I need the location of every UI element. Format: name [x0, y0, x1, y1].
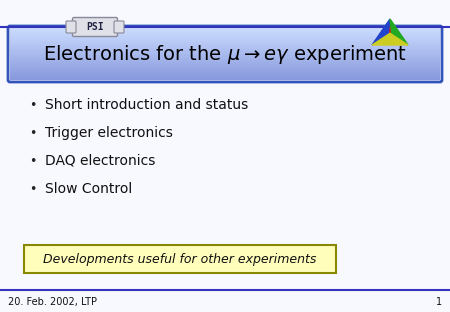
Bar: [10, 72, 440, 74]
Bar: [10, 68, 440, 70]
Polygon shape: [372, 19, 408, 45]
Bar: [10, 53, 440, 54]
Bar: [10, 61, 440, 62]
Text: Slow Control: Slow Control: [45, 182, 132, 196]
Bar: [10, 44, 440, 45]
Text: •: •: [29, 183, 37, 196]
Bar: [10, 36, 440, 37]
Bar: [10, 75, 440, 76]
Text: DAQ electronics: DAQ electronics: [45, 154, 155, 168]
Bar: [10, 42, 440, 44]
Bar: [10, 59, 440, 61]
Text: Short introduction and status: Short introduction and status: [45, 98, 248, 112]
FancyBboxPatch shape: [66, 21, 76, 33]
Bar: [10, 74, 440, 75]
Bar: [10, 47, 440, 49]
Bar: [10, 49, 440, 50]
Bar: [10, 46, 440, 47]
Polygon shape: [390, 19, 408, 45]
Bar: [10, 31, 440, 32]
Bar: [10, 64, 440, 66]
Bar: [10, 28, 440, 29]
Bar: [10, 71, 440, 72]
Bar: [10, 70, 440, 71]
Text: •: •: [29, 126, 37, 139]
Text: •: •: [29, 154, 37, 168]
Bar: [10, 29, 440, 31]
Text: Developments useful for other experiments: Developments useful for other experiment…: [43, 252, 317, 266]
Text: Electronics for the $\mu{\rightarrow}e\gamma$ experiment: Electronics for the $\mu{\rightarrow}e\g…: [43, 42, 407, 66]
Bar: [10, 32, 440, 33]
Polygon shape: [372, 19, 390, 45]
Polygon shape: [372, 33, 408, 45]
Text: PSI: PSI: [86, 22, 104, 32]
Bar: [10, 38, 440, 40]
Bar: [10, 76, 440, 77]
Bar: [10, 67, 440, 68]
FancyBboxPatch shape: [24, 245, 336, 273]
Bar: [10, 55, 440, 56]
Bar: [10, 63, 440, 64]
Bar: [10, 77, 440, 79]
Bar: [10, 66, 440, 67]
Text: •: •: [29, 99, 37, 111]
Bar: [10, 54, 440, 55]
Text: Trigger electronics: Trigger electronics: [45, 126, 173, 140]
Bar: [10, 37, 440, 38]
FancyBboxPatch shape: [72, 17, 117, 37]
Bar: [10, 56, 440, 58]
FancyBboxPatch shape: [114, 21, 124, 33]
Bar: [10, 41, 440, 42]
Bar: [10, 40, 440, 41]
Text: 1: 1: [436, 297, 442, 307]
Text: 20. Feb. 2002, LTP: 20. Feb. 2002, LTP: [8, 297, 97, 307]
Bar: [10, 33, 440, 35]
Bar: [10, 51, 440, 53]
Bar: [10, 45, 440, 46]
Bar: [10, 58, 440, 59]
Bar: [10, 62, 440, 63]
Bar: [10, 79, 440, 80]
Bar: [10, 35, 440, 36]
Bar: [10, 50, 440, 51]
